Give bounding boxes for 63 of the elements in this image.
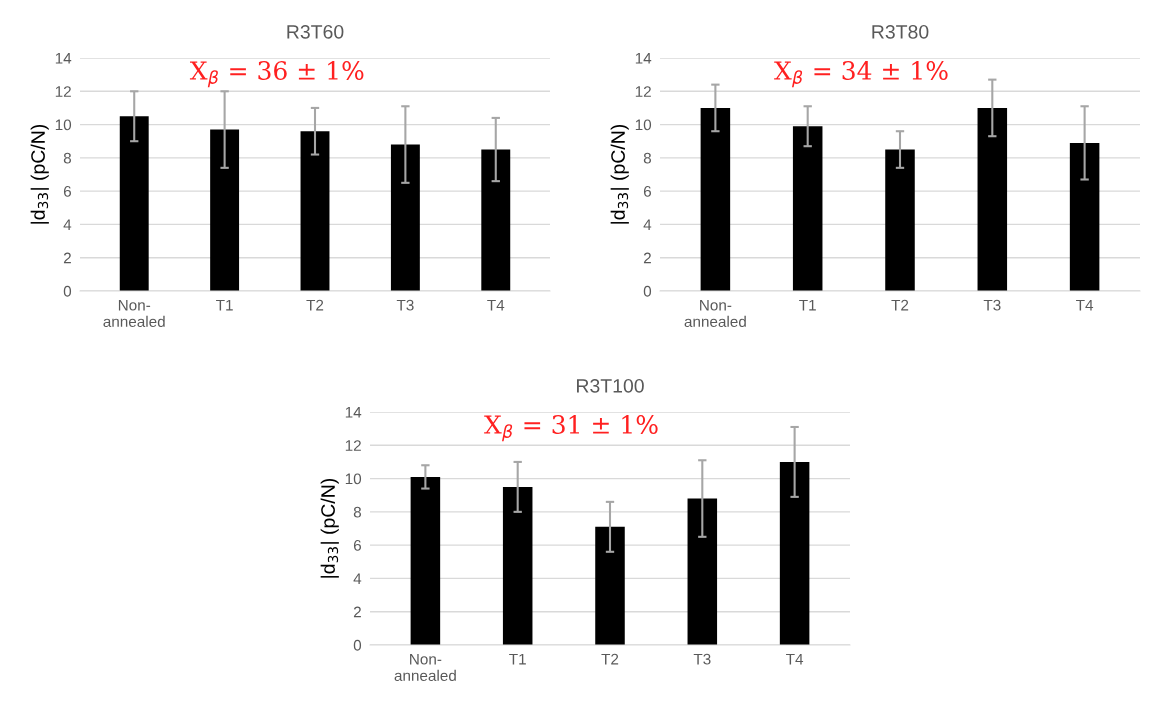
bar [779, 461, 810, 645]
bar [481, 149, 511, 291]
y-tick-label: 6 [353, 540, 361, 551]
y-tick-label: 6 [643, 186, 651, 197]
bar [977, 107, 1008, 291]
x-tick-label: T4 [487, 299, 505, 311]
chart-title: R3T60 [287, 24, 344, 39]
y-tick-label: 0 [353, 639, 362, 651]
chart-title: R3T80 [872, 24, 929, 39]
annotation: X$_{β}$ = 34 ± 1% [774, 61, 948, 88]
x-tick-label: Non- annealed [394, 653, 456, 682]
y-tick-label: 4 [643, 219, 652, 230]
x-tick-label: T1 [216, 299, 233, 311]
y-tick-label: 12 [635, 86, 651, 97]
bar [300, 131, 330, 291]
x-tick-label: T2 [306, 299, 324, 311]
y-tick-label: 10 [345, 473, 362, 485]
y-tick-label: 14 [635, 53, 652, 64]
y-tick-label: 0 [63, 285, 72, 297]
y-tick-label: 2 [353, 606, 361, 618]
y-tick-label: 4 [63, 219, 72, 230]
y-tick-label: 10 [635, 119, 652, 131]
bar [1069, 142, 1100, 291]
bar [502, 486, 533, 645]
y-tick-label: 12 [55, 86, 71, 97]
y-tick-label: 10 [55, 119, 72, 131]
x-tick-label: Non- annealed [684, 299, 746, 328]
y-tick-label: 4 [353, 573, 362, 584]
bar [792, 126, 823, 291]
x-tick-label: T4 [786, 653, 804, 665]
y-tick-label: 2 [643, 252, 651, 264]
y-tick-label: 8 [353, 506, 361, 518]
x-tick-label: T1 [799, 299, 816, 311]
bar [390, 144, 420, 291]
chart-title: R3T100 [577, 378, 644, 393]
x-tick-label: Non- annealed [103, 299, 165, 328]
y-tick-label: 0 [643, 285, 652, 297]
y-tick-label: 14 [55, 53, 72, 64]
x-tick-label: T3 [693, 653, 711, 665]
y-tick-label: 6 [63, 186, 71, 197]
x-tick-label: T4 [1076, 299, 1094, 311]
y-tick-label: 12 [345, 440, 361, 451]
annotation: X$_{β}$ = 36 ± 1% [189, 61, 364, 88]
y-axis-title: |d$_{33}$| (pC/N) [610, 124, 629, 224]
x-tick-label: T2 [891, 299, 909, 311]
y-axis-title: |d$_{33}$| (pC/N) [30, 124, 49, 224]
x-tick-label: T1 [509, 653, 526, 665]
bar [700, 107, 731, 291]
y-tick-label: 8 [643, 152, 651, 164]
y-axis-title: |d$_{33}$| (pC/N) [320, 478, 339, 578]
bar [595, 526, 625, 645]
bar [119, 116, 149, 291]
bar [687, 498, 718, 645]
x-tick-label: T3 [983, 299, 1001, 311]
annotation: X$_{β}$ = 31 ± 1% [484, 415, 658, 442]
y-tick-label: 2 [63, 252, 71, 264]
bar [210, 129, 240, 291]
bar [410, 476, 441, 645]
bar [885, 149, 915, 291]
y-tick-label: 14 [345, 407, 362, 418]
x-tick-label: T2 [601, 653, 619, 665]
x-tick-label: T3 [396, 299, 414, 311]
y-tick-label: 8 [63, 152, 71, 164]
